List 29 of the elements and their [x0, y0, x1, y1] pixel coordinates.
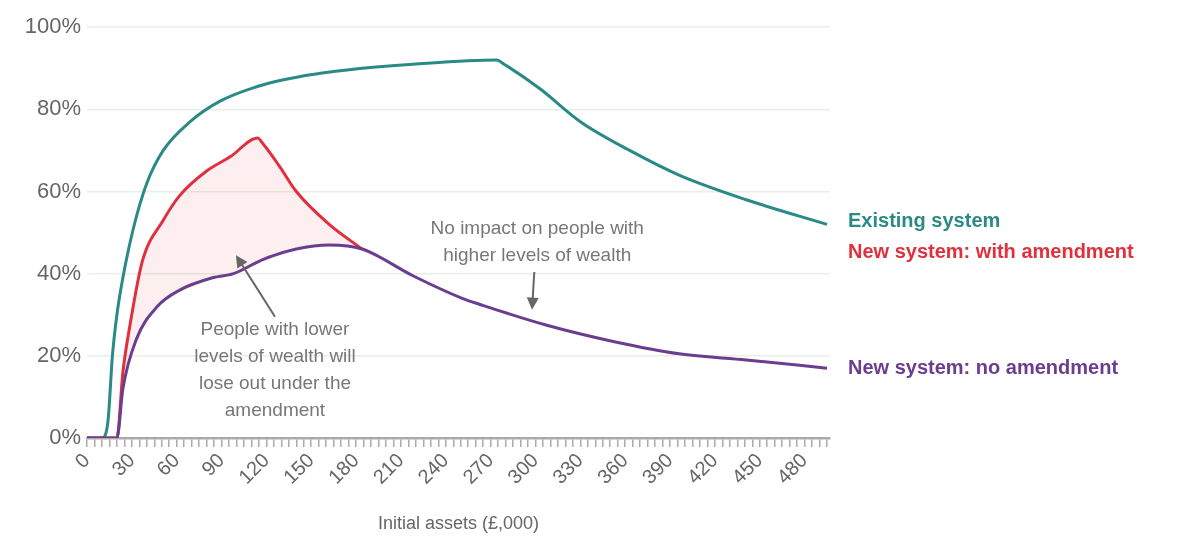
y-tick-label: 0% — [49, 424, 81, 450]
x-tick-label: 360 — [592, 448, 632, 488]
x-tick-label: 300 — [503, 448, 543, 488]
x-tick-label: 180 — [323, 448, 363, 488]
x-tick-label: 60 — [152, 448, 184, 480]
text: New system: with amendment — [848, 239, 1134, 262]
series-label: New system: no amendment — [848, 355, 1119, 378]
x-tick-label: 210 — [368, 448, 408, 488]
series-label: Existing system — [848, 208, 1001, 231]
x-tick-label: 240 — [413, 448, 453, 488]
x-tick-label: 390 — [637, 448, 677, 488]
x-tick-label: 90 — [196, 448, 229, 480]
x-axis-title: Initial assets (£,000) — [377, 513, 540, 534]
x-tick-label: 480 — [772, 448, 812, 488]
x-tick-label: 0 — [70, 448, 94, 473]
x-tick-label: 420 — [682, 448, 722, 488]
y-tick-label: 60% — [36, 177, 81, 203]
annotation: People with lower levels of wealth will lose out under the amendment — [194, 317, 356, 420]
x-tick-label: 150 — [278, 448, 318, 488]
x-tick-label: 330 — [547, 448, 588, 488]
y-tick-label: 40% — [36, 259, 81, 285]
x-tick-label: 270 — [458, 448, 498, 488]
x-tick-label: 120 — [233, 448, 274, 488]
y-tick-label: 20% — [36, 341, 81, 367]
x-tick-label: 450 — [727, 448, 767, 488]
annotation: No impact on people with higher levels of wealth — [430, 216, 644, 265]
x-tick-label: 30 — [107, 448, 139, 480]
y-tick-label: 80% — [36, 95, 81, 121]
y-tick-label: 100% — [24, 13, 81, 39]
